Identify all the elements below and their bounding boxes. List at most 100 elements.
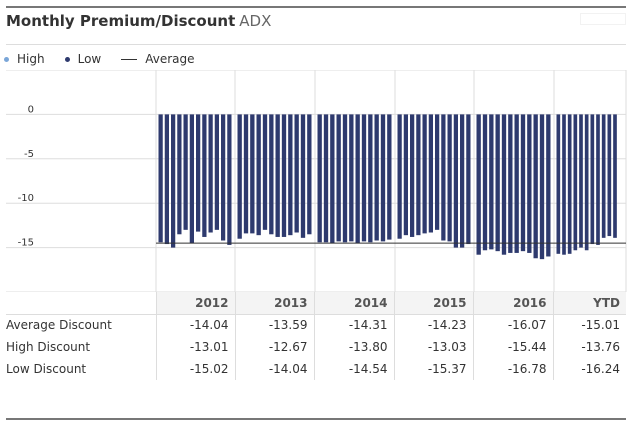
bar [508,114,513,253]
legend-item-high[interactable]: High [4,52,45,66]
chart-legend: High Low Average [4,52,215,66]
table-row: High Discount -13.01 -12.67 -13.80 -13.0… [6,336,626,358]
bar [164,114,169,245]
ticker-text: ADX [239,12,272,30]
legend-label-low: Low [77,52,102,66]
bar [527,114,532,253]
legend-item-low[interactable]: Low [64,52,102,66]
bar [453,114,458,248]
low-dot-icon [64,56,70,62]
column-header: 2014 [313,292,394,315]
bar [323,114,329,243]
bar [330,114,335,244]
title-placeholder-box [580,13,626,25]
bar [368,114,373,243]
table-cell: -16.07 [472,314,553,336]
legend-item-average[interactable]: Average [121,52,195,66]
table-cell: -13.03 [393,336,473,358]
table-cell: -15.02 [155,358,235,380]
bar [202,114,207,237]
bar [466,114,471,245]
title-text: Monthly Premium/Discount [6,12,236,30]
legend-label-average: Average [145,52,195,66]
bar [422,114,427,234]
bar [501,114,507,255]
bar [482,114,488,251]
bar [428,114,433,233]
high-dot-icon [4,56,9,62]
table-cell: -15.01 [552,314,626,336]
column-header: 2015 [393,292,473,315]
bar [196,114,201,232]
table-cell: -13.01 [155,336,235,358]
bar [317,114,322,243]
bar [601,114,606,238]
bar [243,114,249,234]
table-cell: -14.54 [313,358,394,380]
bar [573,114,578,251]
table-cell: -14.31 [313,314,394,336]
bar [514,114,519,253]
premium-discount-chart: 5 0 -5 -10 -15 [6,70,627,293]
bar [256,114,261,236]
bar [250,114,255,234]
y-tick-label: 5 [28,70,34,71]
table-cell: -16.78 [472,358,553,380]
bar [607,114,612,237]
bar [567,114,572,254]
title-separator [6,44,626,45]
discount-table: 2012 2013 2014 2015 2016 YTD Average Dis… [6,292,626,380]
bar [221,114,226,241]
bar [546,114,551,257]
table-header-row: 2012 2013 2014 2015 2016 YTD [6,292,626,315]
table-cell: -13.76 [552,336,626,358]
y-tick-label: -5 [24,149,34,160]
bar [294,114,299,233]
column-header: 2016 [472,292,553,315]
table-cell: -14.04 [155,314,235,336]
bar [520,114,526,252]
bar [214,114,219,230]
bar [300,114,306,238]
bar [177,114,182,235]
column-header: 2012 [155,292,235,315]
table-cell: -15.37 [393,358,473,380]
bar [361,114,367,242]
bar [441,114,446,241]
bar [380,114,386,242]
bar [596,114,600,245]
bar [410,114,415,237]
bar [336,114,341,242]
bar [288,114,293,236]
bar [435,114,440,230]
bar [562,114,566,255]
bar [584,114,589,251]
table-row: Average Discount -14.04 -13.59 -14.31 -1… [6,314,626,336]
chart-title: Monthly Premium/Discount ADX [6,12,271,30]
bar [208,114,213,233]
row-label: Average Discount [6,318,112,333]
bar [237,114,242,239]
bar [579,114,583,248]
bottom-rule [6,418,626,420]
table-cell: -13.59 [234,314,314,336]
table-cell: -14.23 [393,314,473,336]
bar [387,114,392,240]
bar [281,114,287,237]
bar [183,114,188,230]
bar [397,114,402,239]
bar [269,114,274,235]
column-header: 2013 [234,292,314,315]
bar [349,114,354,242]
table-cell: -15.44 [472,336,553,358]
bar [556,114,561,254]
bar [460,114,465,248]
bar [489,114,494,250]
bar [275,114,280,237]
bar [227,114,232,245]
table-cell: -16.24 [552,358,626,380]
column-header: YTD [552,292,626,315]
table-cell: -13.80 [313,336,394,358]
bar [374,114,379,241]
bar [262,114,268,230]
